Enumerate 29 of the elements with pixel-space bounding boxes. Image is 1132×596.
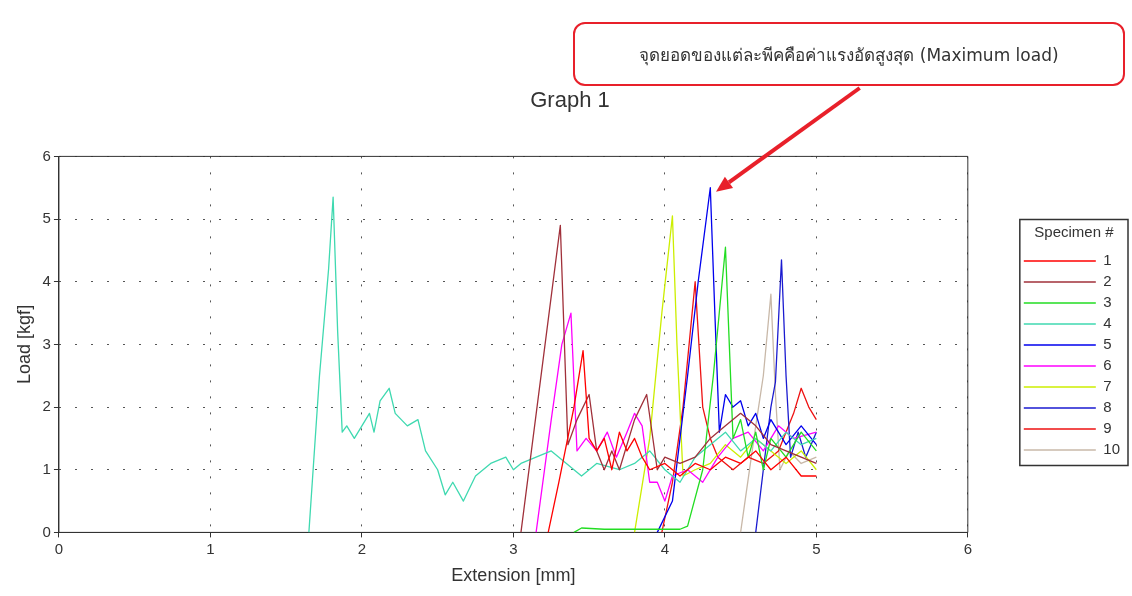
y-tick-label: 4 — [42, 271, 51, 289]
legend-label: 2 — [1103, 272, 1112, 290]
x-axis-title: Extension [mm] — [451, 565, 576, 586]
legend-label: 3 — [1103, 293, 1112, 311]
text: จุดยอดของแต่ละพีคคือค่าแรงอัดสูงสุด (Maximum load) — [573, 22, 1125, 86]
legend-label: 1 — [1103, 251, 1112, 269]
legend-label: 5 — [1103, 335, 1112, 353]
legend-label: 10 — [1103, 440, 1120, 458]
x-tick-label: 4 — [660, 539, 670, 557]
y-tick-label: 3 — [42, 334, 51, 352]
x-tick-label: 2 — [357, 539, 367, 557]
legend-title: Specimen # — [1034, 223, 1115, 241]
y-tick-label: 6 — [42, 146, 51, 164]
legend-label: 9 — [1103, 419, 1112, 437]
y-tick-label: 1 — [42, 459, 51, 477]
y-axis-title: Load [kgf] — [13, 304, 34, 384]
y-tick-label: 5 — [42, 209, 51, 227]
legend-label: 8 — [1103, 398, 1112, 416]
x-tick-label: 3 — [509, 539, 518, 557]
y-tick-label: 2 — [42, 397, 51, 415]
legend-label: 7 — [1103, 377, 1112, 395]
x-tick-label: 1 — [206, 539, 215, 557]
legend-label: 6 — [1103, 356, 1112, 374]
x-tick-label: 5 — [812, 539, 821, 557]
chart-title: Graph 1 — [530, 87, 610, 113]
y-tick-label: 0 — [42, 522, 51, 540]
x-tick-label: 0 — [54, 539, 64, 557]
x-tick-label: 6 — [963, 539, 972, 557]
legend-label: 4 — [1103, 314, 1112, 332]
